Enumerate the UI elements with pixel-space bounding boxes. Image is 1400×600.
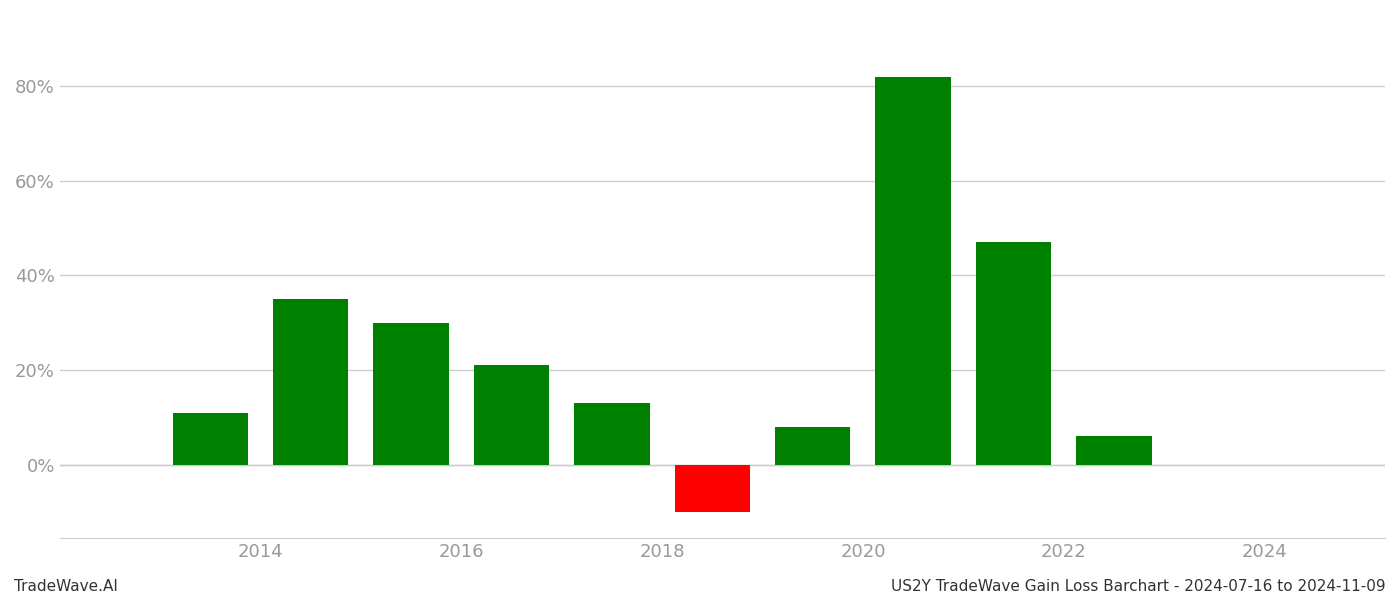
Bar xyxy=(776,427,850,465)
Bar xyxy=(875,77,951,465)
Bar xyxy=(172,413,248,465)
Bar xyxy=(273,299,349,465)
Bar xyxy=(374,323,449,465)
Bar xyxy=(1077,436,1152,465)
Bar xyxy=(473,365,549,465)
Text: US2Y TradeWave Gain Loss Barchart - 2024-07-16 to 2024-11-09: US2Y TradeWave Gain Loss Barchart - 2024… xyxy=(892,579,1386,594)
Bar xyxy=(976,242,1051,465)
Bar xyxy=(574,403,650,465)
Text: TradeWave.AI: TradeWave.AI xyxy=(14,579,118,594)
Bar xyxy=(675,465,750,512)
